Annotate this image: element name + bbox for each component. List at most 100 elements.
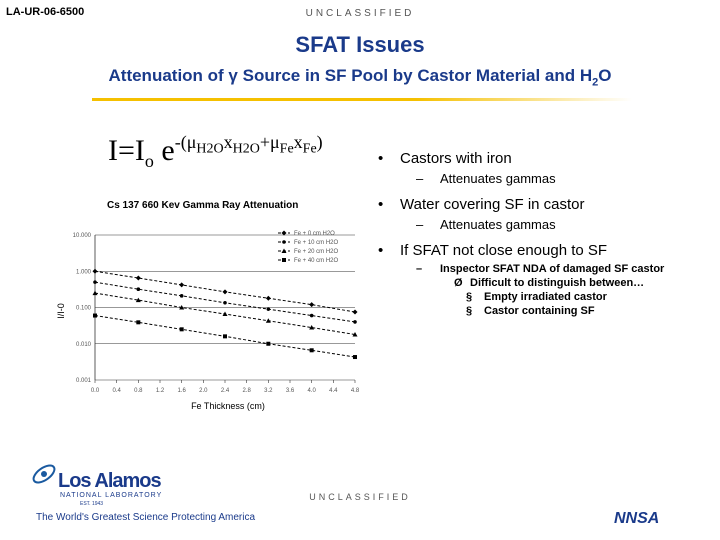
- legend-label: Fe + 0 cm H2O: [294, 231, 335, 237]
- marker: [222, 289, 228, 295]
- legend-marker: [282, 258, 286, 262]
- bullets: • Castors with iron – Attenuates gammas • Wat…: [378, 150, 713, 317]
- chart: Cs 137 660 Kev Gamma Ray Attenuation Fe …: [56, 200, 360, 411]
- x-tick-label: 3.6: [286, 388, 295, 394]
- marker: [223, 300, 227, 305]
- marker: [135, 297, 141, 303]
- subtitle: Attenuation of γ Source in SF Pool by Ca…: [0, 66, 720, 88]
- chart-title: Cs 137 660 Kev Gamma Ray Attenuation: [107, 200, 298, 211]
- marker: [309, 325, 315, 330]
- marker: [93, 280, 97, 284]
- bullet-marker: Ø: [454, 277, 463, 289]
- marker: [179, 305, 185, 310]
- legend-marker: [282, 240, 286, 244]
- marker: [223, 334, 227, 339]
- tagline: The World's Greatest Science Protecting …: [36, 512, 256, 523]
- f: e: [161, 134, 175, 167]
- x-tick-label: 2.0: [199, 388, 208, 394]
- y-tick-label: 10.000: [73, 233, 92, 239]
- bullet-row: § Empty irradiated castor: [378, 291, 713, 303]
- rule: [92, 98, 632, 101]
- y-axis-label: I/I-0: [56, 303, 66, 319]
- f: Fe: [302, 141, 317, 157]
- x-tick-label: 4.0: [307, 388, 316, 394]
- footer-classification: UNCLASSIFIED: [309, 492, 411, 502]
- bullet-marker: –: [416, 263, 423, 275]
- marker: [265, 295, 271, 301]
- bullet-text: Attenuates gammas: [440, 217, 556, 232]
- legend-marker: [281, 248, 287, 253]
- marker: [222, 311, 228, 317]
- title: SFAT Issues: [295, 32, 425, 57]
- x-tick-label: 0.8: [134, 388, 143, 394]
- x-tick-label: 3.2: [264, 388, 273, 394]
- logo-mark: [32, 464, 56, 484]
- bullet-text: Empty irradiated castor: [484, 291, 607, 303]
- doc-id: LA-UR-06-6500: [6, 6, 85, 18]
- subtitle-text: Attenuation of γ Source in SF Pool by Ca…: [108, 66, 593, 85]
- bullet-row: • Castors with iron: [378, 150, 713, 167]
- marker: [309, 313, 314, 318]
- marker: [92, 290, 98, 296]
- f: -(μ: [174, 132, 197, 152]
- bullet-marker: –: [416, 217, 424, 232]
- legend-label: Fe + 20 cm H2O: [294, 249, 339, 255]
- x-axis-label: Fe Thickness (cm): [191, 401, 265, 411]
- x-tick-label: 1.2: [156, 388, 165, 394]
- marker: [309, 348, 314, 353]
- x-tick-label: 4.4: [329, 388, 338, 394]
- logo-name: Los Alamos: [58, 470, 162, 492]
- formula: I=Io e-(μH2OxH2O+μFexFe): [108, 132, 323, 172]
- bullet-text: Attenuates gammas: [440, 171, 556, 186]
- bullet-text: Difficult to distinguish between…: [470, 277, 645, 289]
- marker: [136, 320, 141, 325]
- marker: [93, 313, 97, 318]
- legend-label: Fe + 10 cm H2O: [294, 240, 339, 246]
- f: x: [293, 132, 303, 152]
- marker: [353, 355, 357, 360]
- marker: [352, 309, 358, 315]
- bullet-row: – Attenuates gammas: [378, 171, 713, 186]
- subtitle-sub: 2: [592, 76, 599, 89]
- bullet-row: Ø Difficult to distinguish between…: [378, 277, 713, 289]
- x-tick-label: 2.4: [221, 388, 230, 394]
- marker: [179, 282, 185, 288]
- y-tick-label: 0.010: [76, 342, 92, 348]
- marker: [265, 318, 271, 323]
- f: H2O: [196, 141, 224, 157]
- f: o: [144, 151, 154, 171]
- bullet-marker: §: [466, 291, 473, 303]
- x-tick-label: 2.8: [242, 388, 251, 394]
- logo-est: EST. 1943: [80, 501, 104, 507]
- marker: [352, 331, 358, 337]
- bullet-marker: §: [466, 305, 473, 317]
- legend-label: Fe + 40 cm H2O: [294, 258, 339, 264]
- bullet-marker: •: [378, 196, 384, 213]
- f: x: [223, 132, 233, 152]
- y-tick-label: 1.000: [76, 269, 92, 275]
- bullet-marker: •: [378, 150, 384, 167]
- bullet-marker: •: [378, 242, 384, 259]
- bullet-row: • If SFAT not close enough to SF: [378, 242, 713, 259]
- bullet-row: – Inspector SFAT NDA of damaged SF castor: [378, 263, 713, 275]
- x-tick-label: 0.0: [91, 388, 100, 394]
- marker: [266, 341, 271, 346]
- f: +μ: [259, 132, 280, 152]
- marker: [135, 275, 141, 281]
- bullet-row: § Castor containing SF: [378, 305, 713, 317]
- bullet-text: Castor containing SF: [484, 305, 595, 317]
- bullet-text: Water covering SF in castor: [400, 196, 585, 213]
- x-tick-label: 0.4: [112, 388, 121, 394]
- marker: [179, 294, 184, 298]
- classification: UNCLASSIFIED: [305, 8, 415, 19]
- marker: [353, 320, 357, 324]
- logo-sub: NATIONAL LABORATORY: [60, 492, 163, 499]
- bullet-row: • Water covering SF in castor: [378, 196, 713, 213]
- f: H2O: [232, 141, 260, 157]
- x-tick-label: 1.6: [177, 388, 186, 394]
- subtitle-tail: O: [598, 66, 612, 85]
- f: ): [316, 132, 323, 152]
- marker: [92, 268, 98, 274]
- y-tick-label: 0.001: [76, 378, 92, 384]
